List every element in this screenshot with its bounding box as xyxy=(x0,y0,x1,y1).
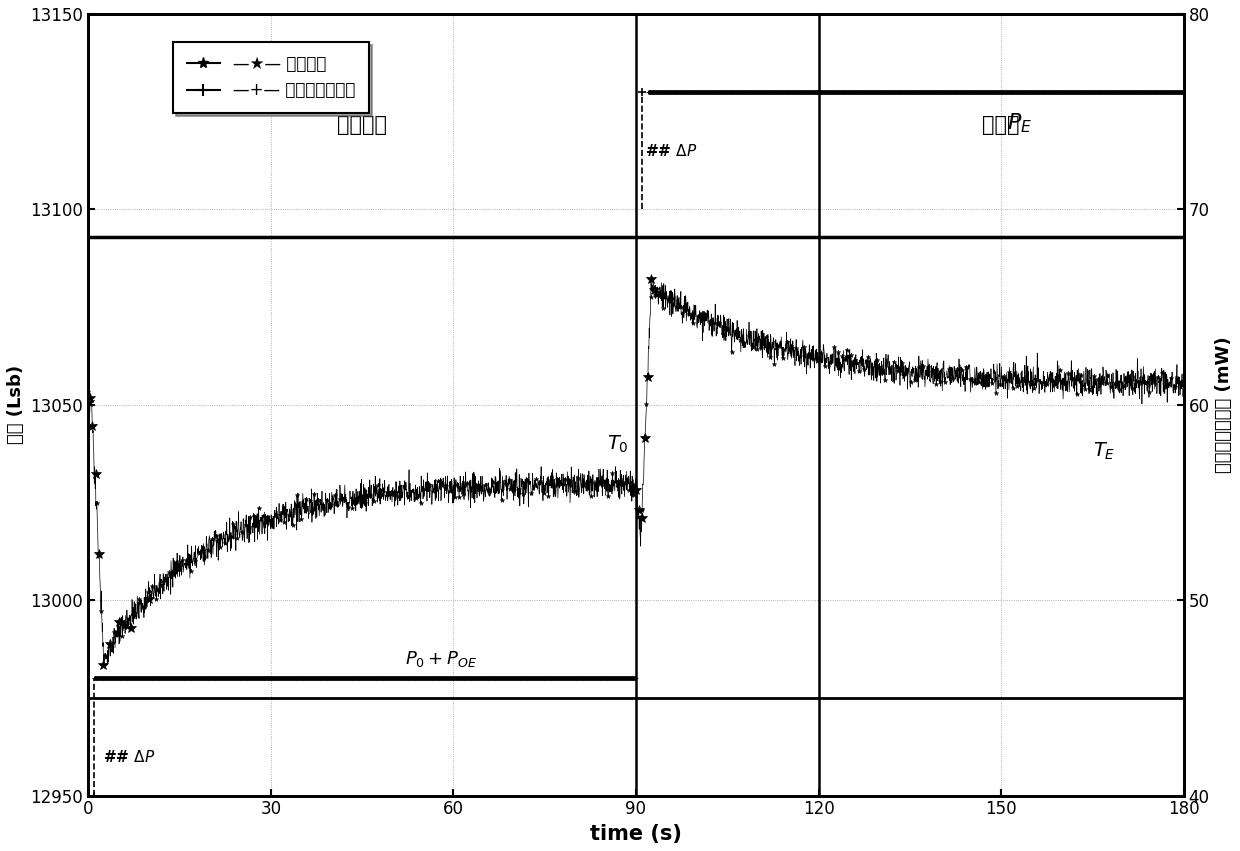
Text: ## $\Delta P$: ## $\Delta P$ xyxy=(103,749,156,764)
Legend: —★— 快速算法, —+— 加热功率设置值: —★— 快速算法, —+— 加热功率设置值 xyxy=(174,42,370,113)
Text: $T_E$: $T_E$ xyxy=(1094,441,1116,462)
X-axis label: time (s): time (s) xyxy=(590,824,682,844)
Text: $P_E$: $P_E$ xyxy=(1007,111,1032,135)
Text: 电定标: 电定标 xyxy=(982,116,1019,135)
Y-axis label: 腔温 (Lsb): 腔温 (Lsb) xyxy=(7,365,25,444)
Text: 辐射观测: 辐射观测 xyxy=(337,116,387,135)
Y-axis label: 加热功率设置值 (mW): 加热功率设置值 (mW) xyxy=(1215,336,1233,473)
Text: $T_0$: $T_0$ xyxy=(606,433,629,454)
Text: $P_0+P_{OE}$: $P_0+P_{OE}$ xyxy=(405,648,477,669)
Text: ## $\Delta P$: ## $\Delta P$ xyxy=(645,143,698,159)
